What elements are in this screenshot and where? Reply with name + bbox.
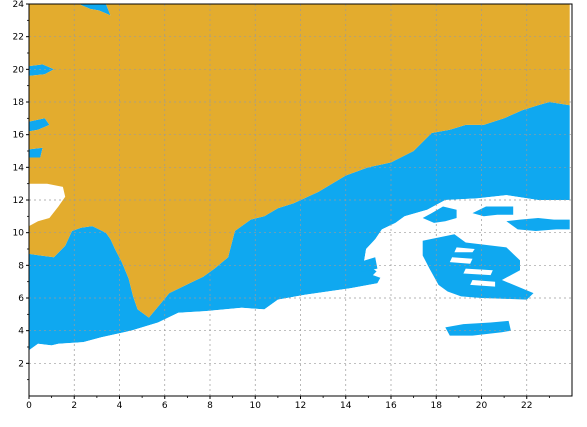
x-tick-label: 18: [431, 401, 443, 411]
y-tick-label: 24: [13, 0, 25, 10]
y-tick-label: 22: [13, 33, 24, 43]
y-tick-label: 10: [13, 229, 25, 239]
x-tick-label: 20: [476, 401, 488, 411]
x-tick-label: 10: [250, 401, 262, 411]
y-tick-label: 6: [18, 294, 24, 304]
x-tick-label: 4: [117, 401, 123, 411]
y-tick-label: 20: [13, 65, 25, 75]
y-tick-label: 2: [18, 359, 24, 369]
y-tick-label: 4: [18, 327, 24, 337]
x-tick-label: 0: [26, 401, 32, 411]
y-tick-label: 8: [18, 261, 24, 271]
x-tick-label: 12: [295, 401, 306, 411]
x-tick-labels: 0 2 4 6 8 10 12 14 16 18 20 22: [26, 401, 532, 411]
y-tick-label: 12: [13, 196, 24, 206]
x-tick-label: 22: [521, 401, 532, 411]
x-tick-label: 8: [207, 401, 213, 411]
x-tick-label: 2: [71, 401, 77, 411]
x-tick-label: 6: [162, 401, 168, 411]
x-tick-label: 16: [385, 401, 397, 411]
y-tick-label: 14: [13, 163, 25, 173]
water-region: [29, 148, 43, 158]
x-tick-label: 14: [340, 401, 352, 411]
y-tick-label: 16: [13, 131, 25, 141]
y-tick-label: 18: [13, 98, 25, 108]
